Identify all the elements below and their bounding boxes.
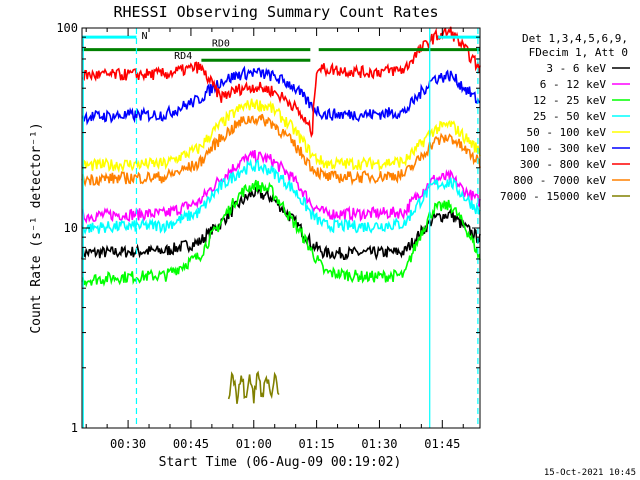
footer-date: 15-Oct-2021 10:45 — [544, 468, 636, 478]
x-tick-label: 01:15 — [299, 437, 335, 451]
legend-label-7000-15000-kev: 7000 - 15000 keV — [500, 190, 606, 203]
legend-label-12-25-kev: 12 - 25 keV — [533, 94, 606, 107]
legend-label-100-300-kev: 100 - 300 keV — [520, 142, 606, 155]
x-tick-label: 00:45 — [173, 437, 209, 451]
mode-flags: RD0 RD4 N — [82, 28, 480, 428]
series-line-300-800-kev — [81, 26, 481, 138]
legend-label-6-12-kev: 6 - 12 keV — [540, 78, 607, 91]
y-axis-ticks: 1 10 100 — [56, 21, 480, 435]
series-line-6-12-kev — [81, 150, 481, 225]
y-tick-label: 10 — [64, 221, 78, 235]
chart-title: RHESSI Observing Summary Count Rates — [113, 3, 438, 21]
legend-label-800-7000-kev: 800 - 7000 keV — [513, 174, 606, 187]
x-axis-label: Start Time (06-Aug-09 00:19:02) — [159, 455, 402, 470]
legend-label-300-800-kev: 300 - 800 keV — [520, 158, 606, 171]
legend-label-25-50-kev: 25 - 50 keV — [533, 110, 606, 123]
series-curves — [81, 26, 481, 404]
n-flag-label: N — [141, 31, 147, 42]
y-tick-label: 100 — [56, 21, 78, 35]
x-tick-label: 01:45 — [424, 437, 460, 451]
legend-label-3-6-kev: 3 - 6 keV — [546, 62, 606, 75]
y-tick-label: 1 — [71, 421, 78, 435]
plot-frame — [81, 27, 481, 429]
x-tick-label: 01:00 — [236, 437, 272, 451]
x-axis-ticks: 00:30 00:45 01:00 01:15 01:30 01:45 — [85, 28, 464, 451]
rd0-flag-label: RD0 — [212, 39, 230, 50]
series-line-50-100-kev — [81, 98, 481, 174]
x-tick-label: 01:30 — [361, 437, 397, 451]
legend: Det 1,3,4,5,6,9,FDecim 1, Att 0 3 - 6 keV… — [500, 32, 630, 203]
series-line-800-7000-kev — [81, 113, 481, 188]
legend-header: Det 1,3,4,5,6,9, — [522, 32, 628, 45]
series-line-12-25-kev — [81, 179, 481, 288]
legend-header: FDecim 1, Att 0 — [529, 46, 628, 59]
legend-label-50-100-kev: 50 - 100 keV — [527, 126, 607, 139]
series-line-100-300-kev — [81, 65, 481, 126]
x-tick-label: 00:30 — [110, 437, 146, 451]
y-axis-label: Count Rate (s⁻¹ detector⁻¹) — [29, 122, 44, 333]
series-line-25-50-kev — [81, 158, 481, 236]
rd4-flag-label: RD4 — [174, 51, 192, 62]
series-line-7000-15000-kev — [227, 370, 280, 404]
